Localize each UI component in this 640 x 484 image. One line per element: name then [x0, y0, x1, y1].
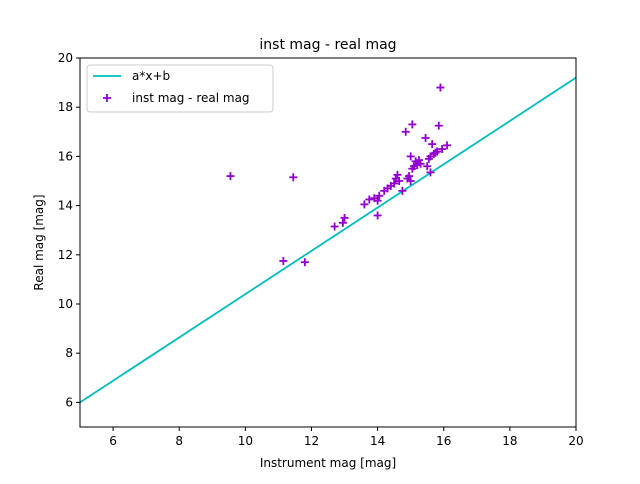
x-tick-label: 16: [436, 434, 451, 448]
data-point: [395, 177, 404, 185]
data-point: [226, 172, 235, 181]
data-point: [279, 256, 288, 265]
data-point: [340, 213, 349, 222]
data-point: [421, 133, 430, 142]
data-point: [428, 140, 437, 149]
data-point: [365, 195, 374, 204]
data-point: [406, 177, 415, 185]
data-point: [405, 172, 414, 181]
data-point: [443, 141, 452, 150]
legend-box: [86, 64, 274, 113]
x-tick-label: 14: [370, 434, 385, 448]
data-point: [406, 152, 415, 161]
data-point: [338, 218, 347, 227]
y-tick-label: 10: [58, 297, 73, 311]
y-tick-label: 18: [58, 100, 73, 114]
legend: a*x+b inst mag - real mag: [86, 64, 274, 113]
y-tick-label: 8: [65, 346, 73, 360]
data-point: [431, 148, 440, 157]
data-point: [426, 168, 435, 177]
y-tick-label: 16: [58, 149, 73, 163]
data-point: [390, 179, 399, 188]
x-tick-label: 6: [109, 434, 117, 448]
data-point: [408, 120, 417, 129]
plot-area: [79, 76, 577, 404]
data-point: [433, 147, 442, 156]
y-tick-label: 14: [58, 199, 73, 213]
data-point: [423, 162, 432, 171]
y-tick-label: 12: [58, 248, 73, 262]
y-tick-label: 6: [65, 395, 73, 409]
data-point: [373, 211, 382, 220]
data-point: [330, 222, 339, 231]
data-point: [416, 159, 425, 168]
x-axis: 6 8 10 12 14 16 18 20: [109, 427, 584, 448]
x-tick-label: 8: [175, 434, 183, 448]
data-point: [360, 200, 369, 209]
legend-plus-marker: [103, 94, 111, 102]
x-tick-label: 18: [502, 434, 517, 448]
data-point: [373, 196, 382, 205]
data-point: [401, 127, 410, 136]
data-point: [434, 121, 443, 130]
data-point: [438, 145, 447, 154]
legend-marker-swatch: [103, 94, 111, 102]
data-point: [289, 173, 298, 182]
y-axis: 6 8 10 12 14 16 18 20: [58, 51, 80, 409]
x-tick-label: 12: [304, 434, 319, 448]
x-tick-label: 10: [238, 434, 253, 448]
data-point: [393, 170, 402, 179]
x-axis-label: Instrument mag [mag]: [260, 456, 396, 470]
y-tick-label: 20: [58, 51, 73, 65]
data-point: [398, 186, 407, 195]
x-tick-label: 20: [568, 434, 583, 448]
data-point: [436, 83, 445, 92]
legend-label-scatter: inst mag - real mag: [132, 91, 250, 105]
chart-title: inst mag - real mag: [259, 37, 396, 53]
y-axis-label: Real mag [mag]: [32, 194, 46, 290]
legend-label-line: a*x+b: [132, 69, 170, 83]
data-point: [414, 156, 423, 165]
plot-frame: [79, 57, 577, 428]
data-point: [375, 191, 384, 200]
data-point: [300, 258, 309, 267]
fit-line: [79, 76, 577, 404]
